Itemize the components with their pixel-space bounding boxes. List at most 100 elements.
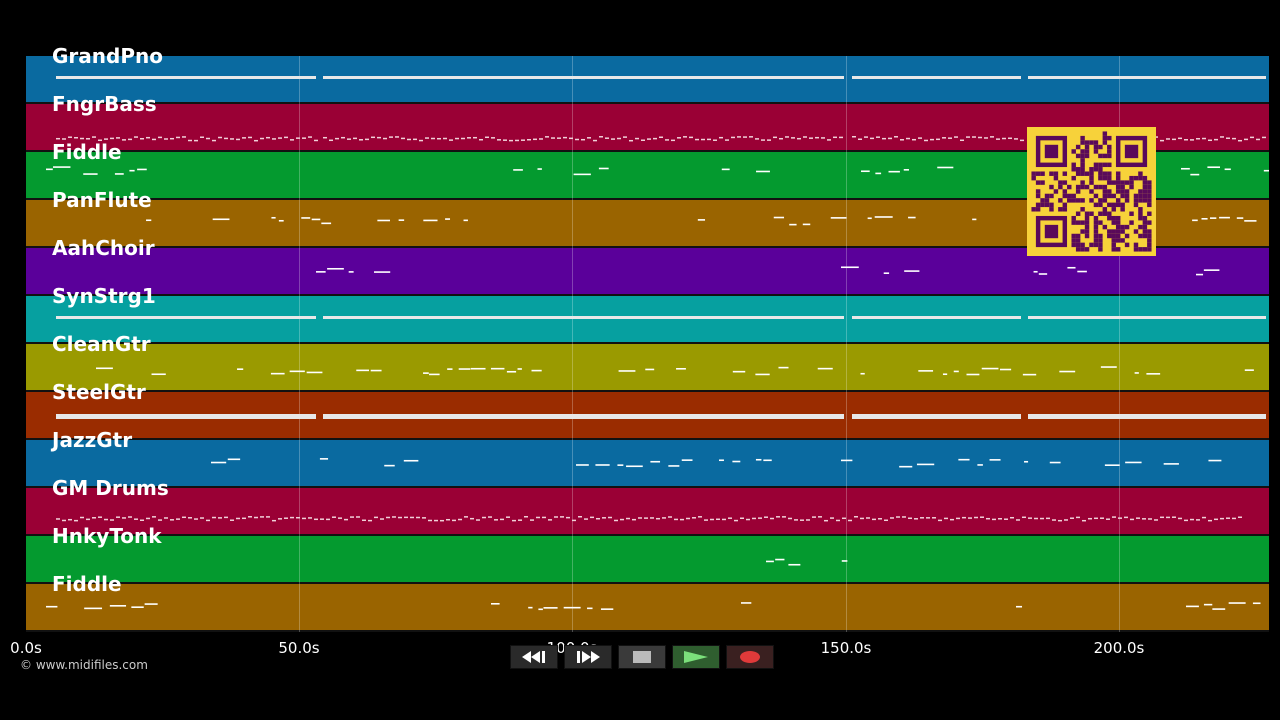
note-bar: [713, 139, 717, 141]
note-bar: [912, 138, 916, 141]
note-bar: [110, 137, 114, 140]
note-bar: [683, 136, 687, 138]
track-lane: [26, 584, 1269, 632]
note-bar: [56, 316, 316, 319]
note-bar: [356, 516, 360, 518]
note-bar: [1163, 463, 1179, 465]
note-bar: [827, 139, 831, 141]
note-bar: [599, 136, 603, 138]
note-bar: [362, 519, 366, 522]
record-button[interactable]: [726, 644, 774, 669]
note-bar: [323, 414, 844, 419]
note-bar: [512, 519, 516, 522]
note-bar: [437, 137, 441, 140]
note-bar: [980, 516, 984, 518]
note-bar: [284, 136, 288, 139]
note-bar: [545, 136, 549, 138]
note-bar: [778, 366, 789, 369]
note-bar: [1196, 519, 1200, 521]
note-bar: [1052, 519, 1056, 521]
note-bar: [404, 516, 408, 519]
note-bar: [779, 137, 783, 140]
note-bar: [1263, 169, 1269, 172]
note-bar: [116, 516, 120, 518]
fast-forward-button[interactable]: [564, 644, 612, 669]
note-bar: [344, 518, 348, 521]
note-bar: [728, 517, 732, 519]
note-bar: [981, 367, 999, 370]
note-bar: [894, 136, 898, 138]
note-bar: [1172, 516, 1176, 518]
note-bar: [260, 137, 264, 140]
note-bar: [92, 517, 96, 519]
note-bar: [296, 516, 300, 519]
note-bar: [1104, 464, 1120, 466]
note-bar: [314, 139, 318, 142]
note-bar: [1148, 518, 1152, 520]
note-bar: [1008, 137, 1012, 140]
note-bar: [860, 517, 864, 520]
note-bar: [966, 136, 970, 138]
note-bar: [954, 136, 958, 138]
note-bar: [719, 136, 723, 139]
note-bar: [960, 139, 964, 142]
note-bar: [578, 516, 582, 518]
rewind-icon: [522, 650, 545, 663]
note-bar: [817, 367, 833, 370]
note-bar: [776, 516, 780, 518]
note-bar: [665, 139, 669, 141]
note-bar: [1202, 516, 1206, 519]
note-bar: [756, 170, 770, 173]
note-bar: [984, 137, 988, 139]
play-button[interactable]: [672, 644, 720, 669]
note-bar: [1208, 519, 1212, 522]
qr-code-icon[interactable]: [1027, 127, 1156, 256]
note-bar: [653, 137, 657, 140]
note-bar: [254, 516, 258, 519]
note-bar: [488, 516, 492, 518]
note-bar: [114, 173, 124, 175]
note-bar: [737, 136, 741, 138]
note-bar: [377, 219, 390, 222]
note-bar: [524, 516, 528, 518]
note-bar: [773, 136, 777, 139]
note-bar: [479, 138, 483, 141]
note-bar: [918, 137, 922, 139]
note-bar: [308, 136, 312, 138]
note-bar: [576, 464, 589, 466]
note-bar: [956, 517, 960, 520]
note-bar: [852, 136, 856, 138]
note-bar: [1112, 516, 1116, 518]
rewind-button[interactable]: [510, 644, 558, 669]
note-bar: [1262, 136, 1266, 139]
note-bar: [841, 459, 853, 462]
note-bar: [1212, 608, 1226, 610]
note-bar: [791, 137, 795, 139]
note-bar: [380, 518, 384, 520]
note-bar: [158, 136, 162, 139]
note-bar: [1244, 220, 1257, 222]
note-bar: [74, 519, 78, 522]
note-bar: [775, 558, 785, 561]
note-bar: [470, 517, 474, 520]
note-bar: [323, 316, 844, 319]
track-label: GrandPno: [52, 44, 163, 68]
note-bar: [321, 222, 332, 225]
note-bar: [716, 518, 720, 521]
note-bar: [1220, 517, 1224, 520]
note-bar: [134, 136, 138, 138]
track-lane: [26, 440, 1269, 488]
note-bar: [490, 367, 505, 370]
note-bar: [974, 516, 978, 519]
note-bar: [152, 138, 156, 141]
record-icon: [740, 650, 760, 663]
stop-button[interactable]: [618, 644, 666, 669]
note-bar: [500, 518, 504, 521]
note-bar: [989, 459, 1001, 461]
note-bar: [116, 137, 120, 139]
note-bar: [896, 516, 900, 518]
note-bar: [611, 138, 615, 140]
note-bar: [584, 518, 588, 520]
time-tick-label: 50.0s: [278, 639, 320, 657]
note-bar: [410, 516, 414, 519]
